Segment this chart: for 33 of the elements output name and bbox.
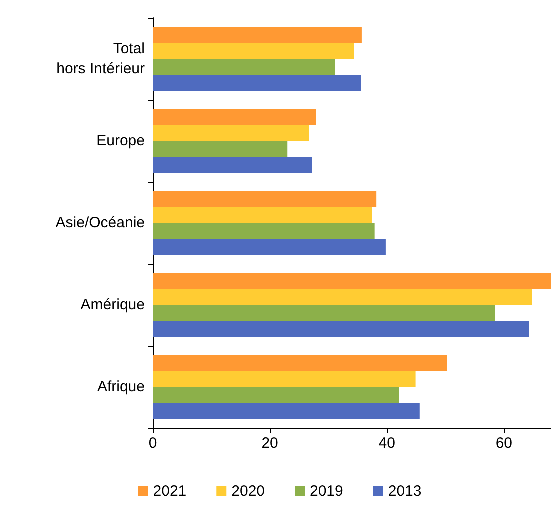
bar: [153, 305, 496, 321]
bar: [153, 223, 375, 239]
bar: [153, 289, 532, 305]
y-tick-label: Europe: [96, 132, 145, 150]
bar: [153, 74, 362, 91]
bar: [153, 320, 530, 337]
y-tick-label: Afrique: [97, 378, 145, 396]
bar: [153, 387, 400, 403]
legend-label: 2019: [310, 483, 344, 500]
legend-label: 2021: [153, 483, 187, 500]
bar: [153, 238, 386, 255]
legend-label: 2020: [232, 483, 266, 500]
bar: [153, 43, 354, 59]
bar: [153, 125, 310, 141]
bar: [153, 27, 362, 44]
bar: [153, 191, 377, 208]
bar: [153, 141, 288, 157]
x-tick-label: 60: [496, 435, 513, 452]
bar: [153, 156, 312, 173]
x-tick-label: 40: [378, 435, 396, 452]
bar: [153, 402, 420, 419]
bar: [153, 207, 372, 223]
x-tick-label: 20: [262, 435, 278, 452]
legend-label: 2013: [388, 483, 422, 500]
bar: [153, 59, 336, 75]
bar: [153, 273, 551, 290]
y-tick-label: Asie/Océanie: [56, 214, 145, 232]
bar: [153, 355, 448, 372]
bar: [153, 109, 316, 126]
bar: [153, 371, 416, 387]
y-tick-label: Total hors Intérieur: [56, 40, 146, 78]
y-tick-label: Amérique: [80, 296, 145, 314]
x-tick-label: 0: [148, 435, 158, 452]
